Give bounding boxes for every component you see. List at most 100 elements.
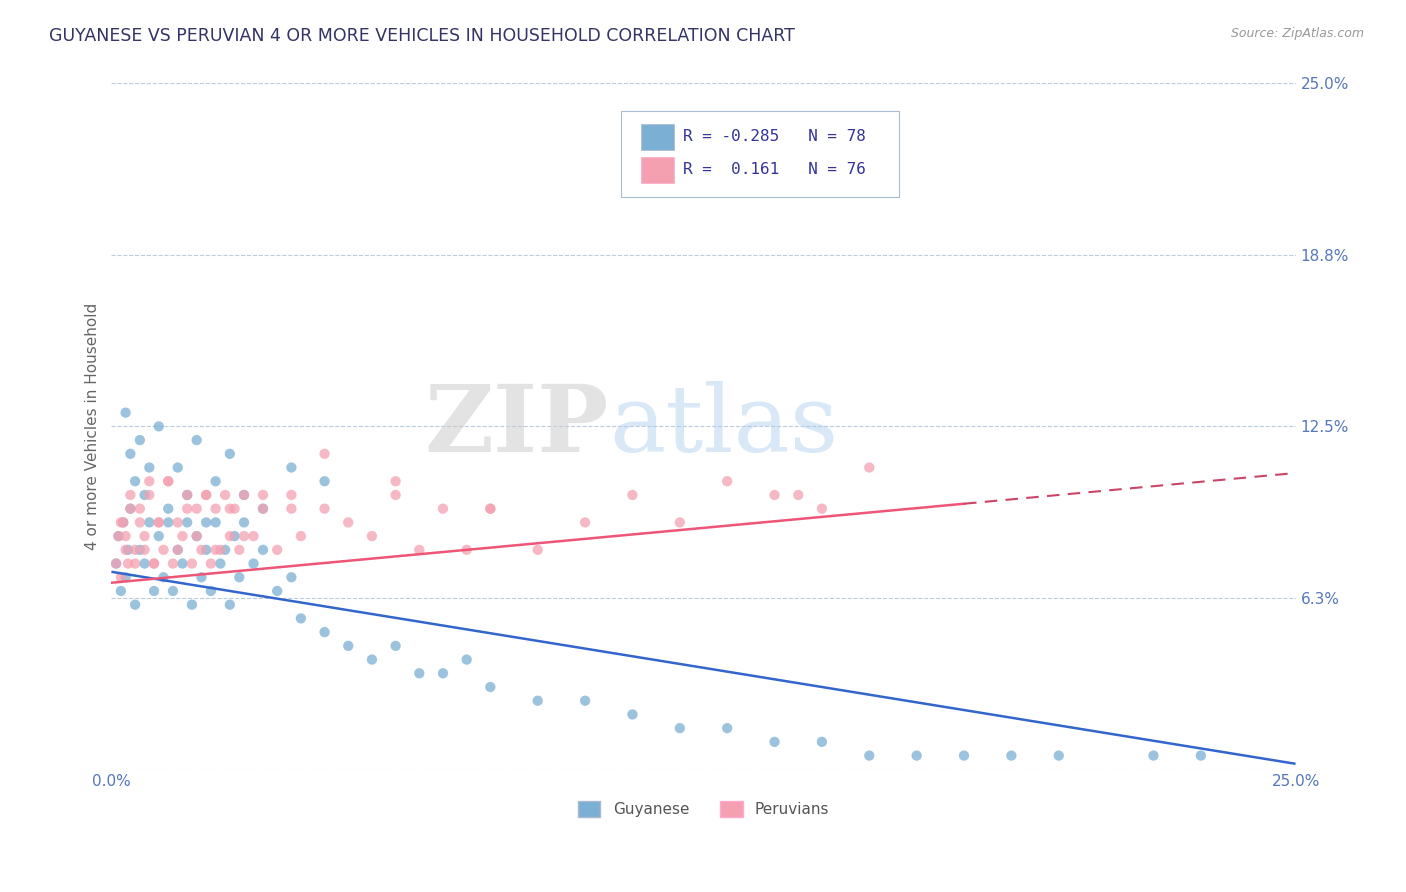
Point bbox=[252, 488, 274, 502]
Point bbox=[479, 501, 502, 516]
Point bbox=[172, 557, 194, 571]
Point bbox=[218, 501, 240, 516]
Point bbox=[953, 748, 976, 763]
Point bbox=[148, 516, 170, 530]
Point bbox=[621, 707, 644, 722]
Bar bbox=[641, 157, 673, 183]
Text: GUYANESE VS PERUVIAN 4 OR MORE VEHICLES IN HOUSEHOLD CORRELATION CHART: GUYANESE VS PERUVIAN 4 OR MORE VEHICLES … bbox=[49, 27, 794, 45]
Point bbox=[172, 529, 194, 543]
Point bbox=[1000, 748, 1022, 763]
Point bbox=[314, 475, 336, 489]
Point bbox=[280, 460, 302, 475]
Point bbox=[242, 529, 264, 543]
Point bbox=[112, 516, 135, 530]
Point bbox=[361, 652, 384, 666]
Point bbox=[134, 488, 156, 502]
Point bbox=[233, 516, 256, 530]
Point bbox=[195, 516, 218, 530]
Point bbox=[337, 639, 360, 653]
Text: ZIP: ZIP bbox=[425, 382, 609, 471]
Point bbox=[280, 501, 302, 516]
Point bbox=[128, 542, 150, 557]
Point bbox=[252, 542, 274, 557]
Point bbox=[669, 516, 692, 530]
Point bbox=[224, 501, 246, 516]
Point bbox=[314, 447, 336, 461]
Point bbox=[408, 666, 430, 681]
Point bbox=[176, 488, 198, 502]
Point bbox=[128, 433, 150, 447]
Point bbox=[252, 501, 274, 516]
Point bbox=[432, 501, 454, 516]
Point bbox=[157, 475, 180, 489]
Point bbox=[138, 475, 160, 489]
Point bbox=[105, 557, 128, 571]
Point bbox=[107, 529, 129, 543]
Point bbox=[526, 542, 548, 557]
Point bbox=[337, 516, 360, 530]
Point bbox=[124, 475, 146, 489]
Point bbox=[905, 748, 928, 763]
Point bbox=[114, 570, 136, 584]
Point bbox=[186, 433, 208, 447]
Point bbox=[157, 475, 180, 489]
Point bbox=[114, 529, 136, 543]
Point bbox=[224, 529, 246, 543]
Point bbox=[314, 501, 336, 516]
Point bbox=[186, 529, 208, 543]
Point bbox=[186, 501, 208, 516]
Point bbox=[120, 447, 142, 461]
Bar bbox=[641, 124, 673, 150]
Point bbox=[1047, 748, 1070, 763]
Point bbox=[384, 488, 406, 502]
Point bbox=[526, 694, 548, 708]
Point bbox=[128, 516, 150, 530]
Point bbox=[162, 557, 184, 571]
Point bbox=[456, 542, 478, 557]
Point bbox=[204, 542, 226, 557]
Point bbox=[176, 501, 198, 516]
Point bbox=[181, 598, 204, 612]
Point bbox=[432, 666, 454, 681]
Point bbox=[716, 721, 738, 735]
Point bbox=[148, 419, 170, 434]
Point bbox=[166, 460, 188, 475]
Point bbox=[143, 557, 166, 571]
Point bbox=[834, 172, 856, 186]
Point bbox=[252, 501, 274, 516]
Point bbox=[143, 557, 166, 571]
Text: atlas: atlas bbox=[609, 382, 838, 471]
FancyBboxPatch shape bbox=[620, 111, 898, 196]
Text: Source: ZipAtlas.com: Source: ZipAtlas.com bbox=[1230, 27, 1364, 40]
Point bbox=[107, 529, 129, 543]
Point bbox=[218, 529, 240, 543]
Y-axis label: 4 or more Vehicles in Household: 4 or more Vehicles in Household bbox=[86, 302, 100, 550]
Point bbox=[112, 516, 135, 530]
Point bbox=[280, 488, 302, 502]
Point bbox=[1142, 748, 1164, 763]
Point bbox=[128, 501, 150, 516]
Point bbox=[811, 735, 834, 749]
Point bbox=[574, 516, 596, 530]
Point bbox=[209, 542, 232, 557]
Point bbox=[228, 570, 250, 584]
Point bbox=[290, 529, 312, 543]
Point bbox=[195, 488, 218, 502]
Point bbox=[621, 488, 644, 502]
Point bbox=[166, 516, 188, 530]
Point bbox=[574, 694, 596, 708]
Point bbox=[134, 557, 156, 571]
Point bbox=[157, 516, 180, 530]
Point bbox=[669, 721, 692, 735]
Point bbox=[233, 488, 256, 502]
Point bbox=[858, 748, 880, 763]
Point bbox=[195, 488, 218, 502]
Point bbox=[166, 542, 188, 557]
Point bbox=[408, 542, 430, 557]
Point bbox=[200, 557, 222, 571]
Point bbox=[214, 488, 236, 502]
Point bbox=[138, 516, 160, 530]
Point bbox=[200, 584, 222, 599]
Point bbox=[384, 639, 406, 653]
Point bbox=[162, 584, 184, 599]
